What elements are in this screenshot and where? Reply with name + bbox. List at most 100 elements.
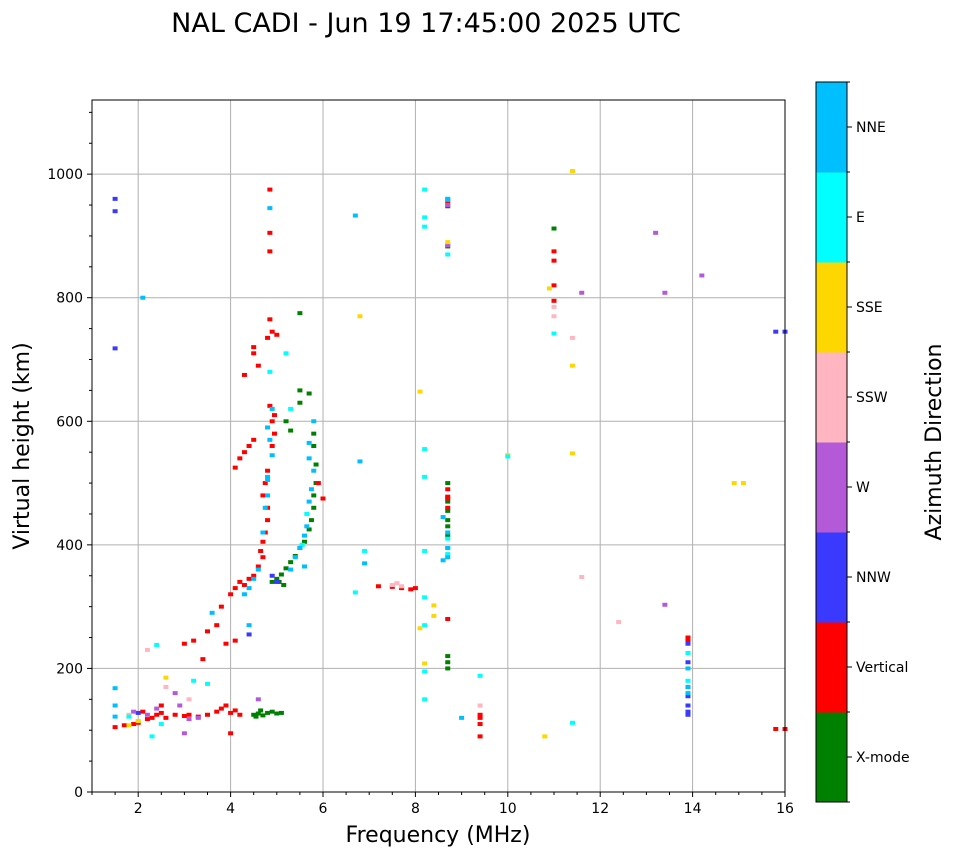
data-point [149,734,155,739]
data-point [265,493,271,498]
data-point [445,555,451,560]
data-point [163,675,169,680]
data-point [389,583,395,588]
data-point [265,518,271,523]
y-tick-label: 600 [56,414,83,430]
data-point [422,697,428,702]
data-point [297,311,303,316]
data-point [422,224,428,229]
data-point [112,346,118,351]
data-point [445,508,451,513]
data-point [269,444,275,448]
data-point [267,317,273,322]
data-point [154,642,160,647]
data-point [653,230,659,235]
data-point [311,444,317,448]
data-point [569,720,575,725]
data-point [112,196,118,201]
data-point [362,561,368,566]
data-point [616,620,622,625]
data-point [477,715,483,720]
data-point [158,703,164,708]
colorbar-segment [816,622,847,713]
data-point [191,678,197,683]
x-tick-label: 16 [776,801,794,817]
data-point [172,691,178,696]
data-point [288,567,294,572]
data-point [412,586,418,591]
data-point [267,369,273,374]
data-point [163,684,169,689]
data-point [144,712,150,717]
data-point [241,372,247,377]
data-point [265,335,271,340]
data-point [422,215,428,220]
data-point [320,496,326,501]
data-point [251,573,257,578]
data-point [140,709,146,714]
data-point [283,351,289,356]
data-point [251,437,257,442]
data-point [237,456,243,461]
data-point [246,586,252,591]
data-point [362,549,368,554]
data-point [283,566,289,571]
data-point [375,584,381,589]
data-point [313,462,319,467]
data-point [267,187,273,192]
data-point [112,703,118,708]
data-point [551,314,557,319]
data-point [477,712,483,717]
data-point [135,710,141,715]
data-point [255,697,261,702]
data-point [551,226,557,231]
data-point [140,295,146,300]
x-tick-label: 10 [499,801,517,817]
data-point [214,709,220,714]
data-point [274,332,280,337]
data-point [205,629,210,634]
data-point [262,505,268,510]
data-point [258,549,264,554]
data-point [241,583,247,588]
data-point [306,391,312,396]
data-point [306,527,312,532]
data-point [274,711,280,716]
data-point [445,617,451,621]
colorbar-tick-label: SSE [856,300,883,316]
data-point [445,524,451,529]
data-point [269,709,275,714]
data-point [209,610,215,615]
data-point [237,579,243,584]
data-point [399,584,405,589]
data-point [773,329,779,334]
data-point [265,710,271,715]
y-tick-label: 0 [74,785,83,801]
data-point [214,623,220,628]
data-point [445,481,451,486]
data-point [255,711,261,716]
data-point [685,635,691,640]
data-point [685,650,691,655]
data-point [422,595,428,600]
data-point [228,710,234,715]
data-point [121,723,127,728]
data-point [685,709,691,714]
data-point [662,602,668,607]
data-point [237,712,243,717]
data-point [246,632,252,637]
data-point [459,715,465,720]
data-point [255,363,261,368]
colorbar-label: Azimuth Direction [922,343,947,540]
colorbar-segment [816,712,847,803]
x-tick-label: 6 [319,801,328,817]
data-point [218,604,224,609]
data-point [685,660,691,665]
data-point [579,574,585,579]
data-point [422,669,428,674]
data-point [579,290,585,295]
data-point [685,691,691,696]
data-point [422,549,428,554]
x-axis: 2 4 6 8 10 12 14 16 [91,792,794,817]
data-point [278,572,284,577]
